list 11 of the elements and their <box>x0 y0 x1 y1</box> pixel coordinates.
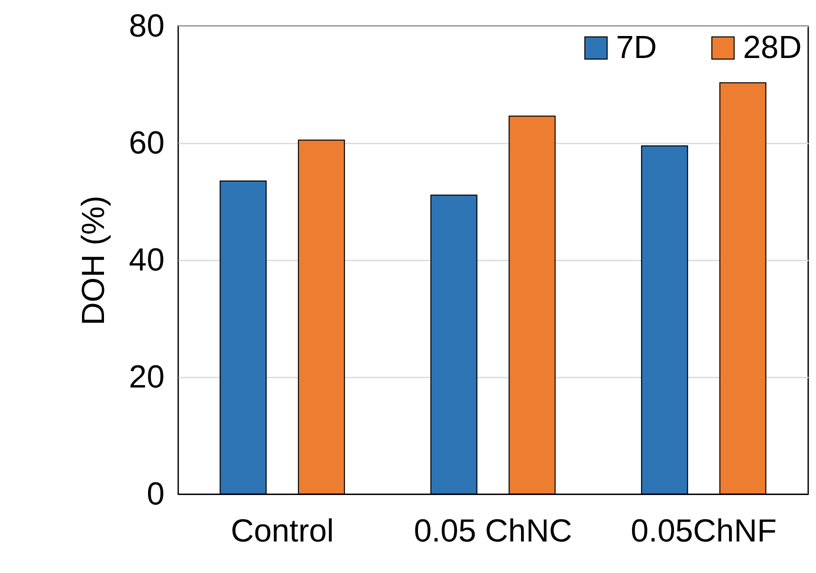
y-tick-label: 0 <box>146 476 164 512</box>
legend-label: 7D <box>616 29 657 65</box>
legend-label: 28D <box>743 29 802 65</box>
y-tick-label: 20 <box>128 358 164 394</box>
y-tick-label: 60 <box>128 124 164 160</box>
x-tick-label: Control <box>230 512 334 548</box>
x-tick-label: 0.05 ChNC <box>414 512 572 548</box>
y-tick-label: 80 <box>128 8 164 44</box>
y-axis-title: DOH (%) <box>74 196 111 326</box>
y-tick-label: 40 <box>128 242 164 278</box>
x-tick-label: 0.05ChNF <box>630 512 777 548</box>
